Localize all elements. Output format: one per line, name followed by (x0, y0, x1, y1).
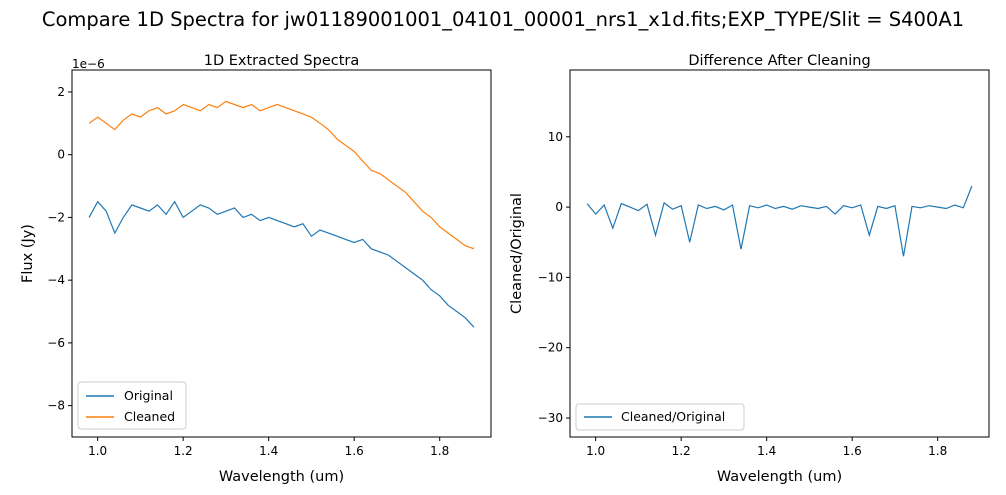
x-tick-label: 1.4 (259, 444, 278, 458)
y-tick-label: 0 (555, 200, 563, 214)
y-axis-label: Cleaned/Original (509, 193, 525, 314)
y-tick-label: −20 (538, 341, 563, 355)
x-tick-label: 1.2 (672, 444, 691, 458)
y-tick-label: 2 (57, 85, 65, 99)
series-line-2 (88, 100, 475, 250)
plot-frame (569, 69, 990, 438)
x-tick-label: 1.6 (843, 444, 862, 458)
x-axis-label: Wavelength (um) (717, 469, 842, 485)
x-tick-label: 1.4 (757, 444, 776, 458)
legend-label-original: Original (124, 388, 173, 403)
plot-frame (71, 69, 492, 438)
chart-right: Difference After Cleaning 1.0 1.2 1.4 1.6 1.… (509, 53, 990, 485)
chart-title: Difference After Cleaning (688, 53, 870, 69)
x-tick-label: 1.2 (174, 444, 193, 458)
y-tick-label: −6 (47, 336, 65, 350)
y-offset-text: 1e−6 (72, 57, 105, 71)
x-tick-label: 1.0 (586, 444, 605, 458)
legend: Original Cleaned (77, 381, 187, 430)
x-axis-label: Wavelength (um) (219, 469, 344, 485)
series-line-1 (586, 185, 973, 257)
legend-label-ratio: Cleaned/Original (621, 409, 725, 424)
y-tick-label: 0 (57, 148, 65, 162)
y-tick-label: 10 (548, 130, 563, 144)
y-tick-label: −4 (47, 273, 65, 287)
y-tick-label: −8 (47, 399, 65, 413)
x-tick-label: 1.6 (345, 444, 364, 458)
figure-suptitle: Compare 1D Spectra for jw01189001001_041… (41, 8, 965, 31)
y-axis-label: Flux (Jy) (20, 224, 36, 283)
series-line-1 (88, 200, 475, 328)
y-tick-label: −2 (47, 210, 65, 224)
chart-title: 1D Extracted Spectra (204, 53, 360, 69)
chart-left: 1D Extracted Spectra 1e−6 1.0 1.2 1.4 1.6 1.… (20, 53, 492, 485)
x-tick-label: 1.8 (430, 444, 449, 458)
x-tick-label: 1.0 (88, 444, 107, 458)
y-tick-label: −30 (538, 411, 563, 425)
y-tick-label: −10 (538, 270, 563, 284)
x-tick-label: 1.8 (928, 444, 947, 458)
legend-frame (575, 403, 745, 431)
legend-label-cleaned: Cleaned (124, 409, 175, 424)
legend: Cleaned/Original (575, 403, 745, 431)
